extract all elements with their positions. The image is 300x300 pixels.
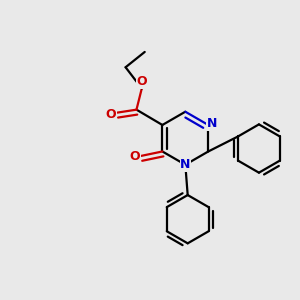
Text: N: N xyxy=(180,158,190,171)
Text: O: O xyxy=(136,76,147,88)
Text: N: N xyxy=(207,117,217,130)
Text: O: O xyxy=(106,108,116,121)
Text: O: O xyxy=(129,150,140,163)
